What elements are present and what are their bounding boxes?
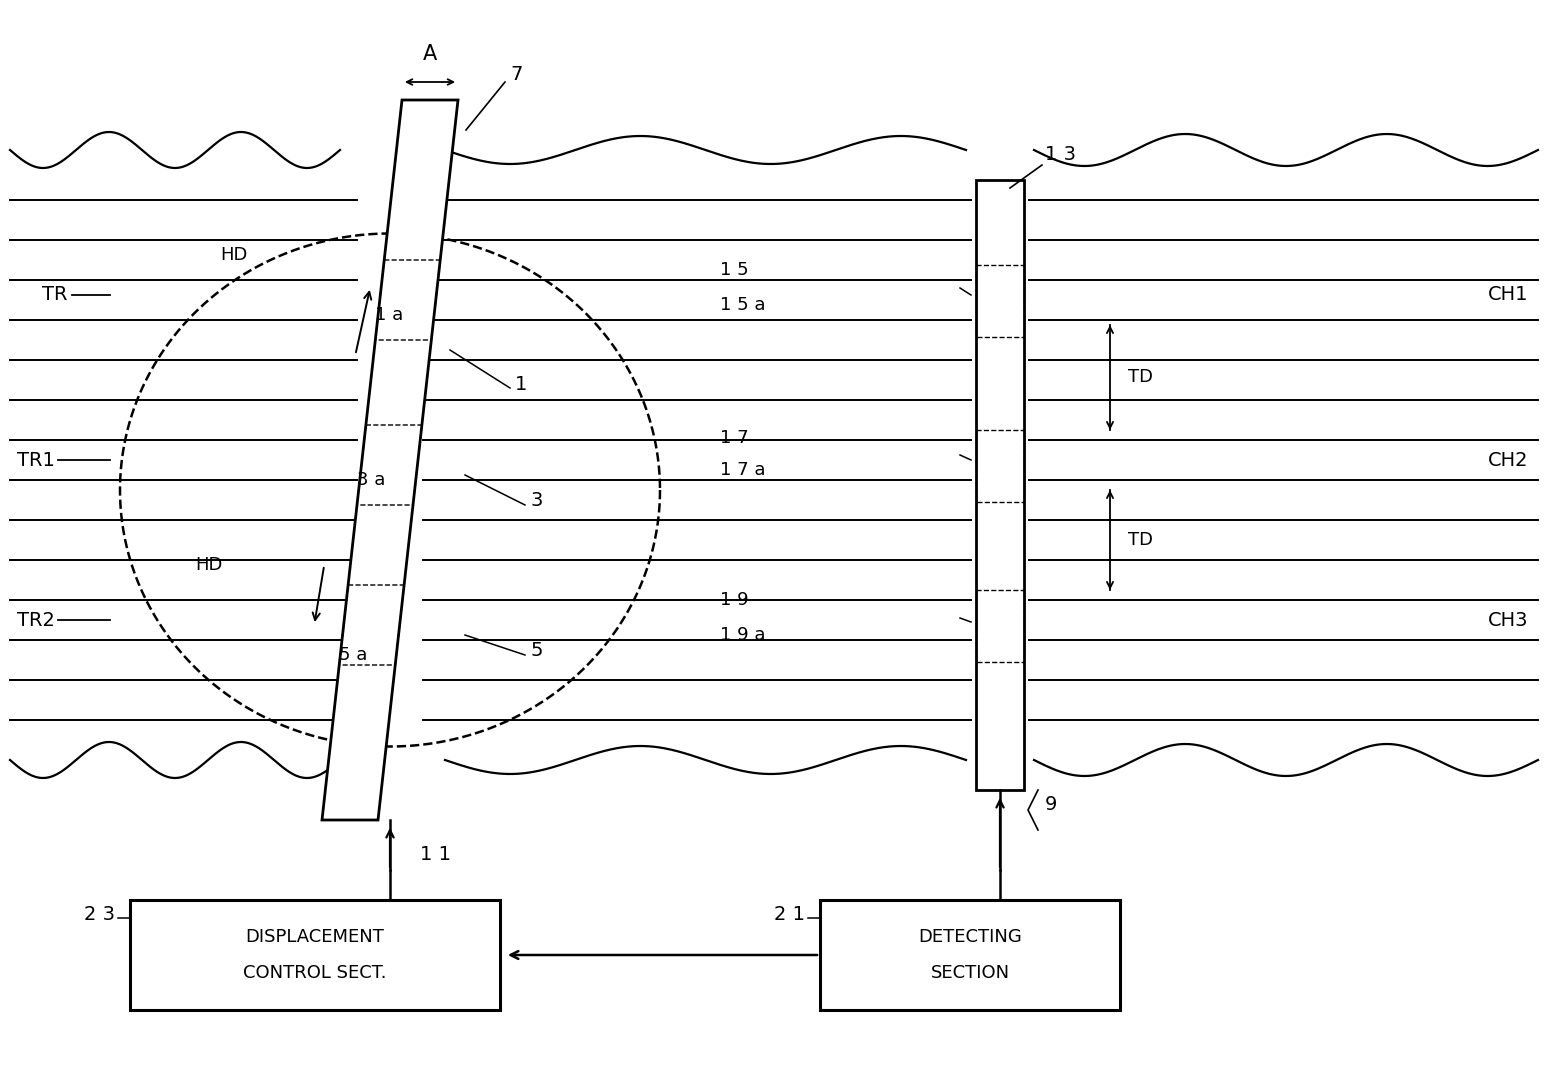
Text: CH1: CH1 [1488, 286, 1528, 304]
Text: 1 9 a: 1 9 a [720, 626, 766, 644]
Text: CH2: CH2 [1488, 450, 1528, 470]
Bar [130, 900, 500, 1010]
Text: 2 1: 2 1 [774, 905, 805, 925]
Text: 1 3: 1 3 [1045, 146, 1076, 164]
Text: 1 7: 1 7 [720, 429, 749, 447]
Text: TR1: TR1 [17, 450, 56, 470]
Polygon shape [975, 180, 1023, 790]
Text: HD: HD [195, 555, 223, 574]
Text: 3 a: 3 a [358, 471, 385, 489]
Text: 9: 9 [1045, 796, 1057, 814]
Text: 5 a: 5 a [339, 646, 367, 664]
Text: 1 9: 1 9 [720, 591, 749, 609]
Text: A: A [423, 43, 437, 64]
Text: HD: HD [220, 246, 248, 264]
Text: 1 5 a: 1 5 a [720, 296, 766, 314]
Text: TD: TD [1128, 532, 1153, 549]
Text: 1 1: 1 1 [420, 846, 450, 864]
Text: 1: 1 [515, 375, 528, 395]
Polygon shape [322, 100, 458, 820]
Text: 5: 5 [529, 640, 542, 660]
Text: 7: 7 [509, 65, 522, 85]
Bar [820, 900, 1121, 1010]
Text: SECTION: SECTION [930, 964, 1009, 982]
Text: 1 a: 1 a [375, 307, 404, 324]
Text: CH3: CH3 [1488, 611, 1528, 629]
Text: DISPLACEMENT: DISPLACEMENT [246, 928, 384, 946]
Text: 2 3: 2 3 [84, 905, 115, 925]
Text: DETECTING: DETECTING [918, 928, 1022, 946]
Text: 1 5: 1 5 [720, 261, 749, 279]
Text: TD: TD [1128, 368, 1153, 387]
Text: 3: 3 [529, 490, 542, 510]
Text: TR2: TR2 [17, 611, 56, 629]
Text: 1 7 a: 1 7 a [720, 461, 766, 479]
Text: CONTROL SECT.: CONTROL SECT. [243, 964, 387, 982]
Text: TR: TR [42, 286, 68, 304]
